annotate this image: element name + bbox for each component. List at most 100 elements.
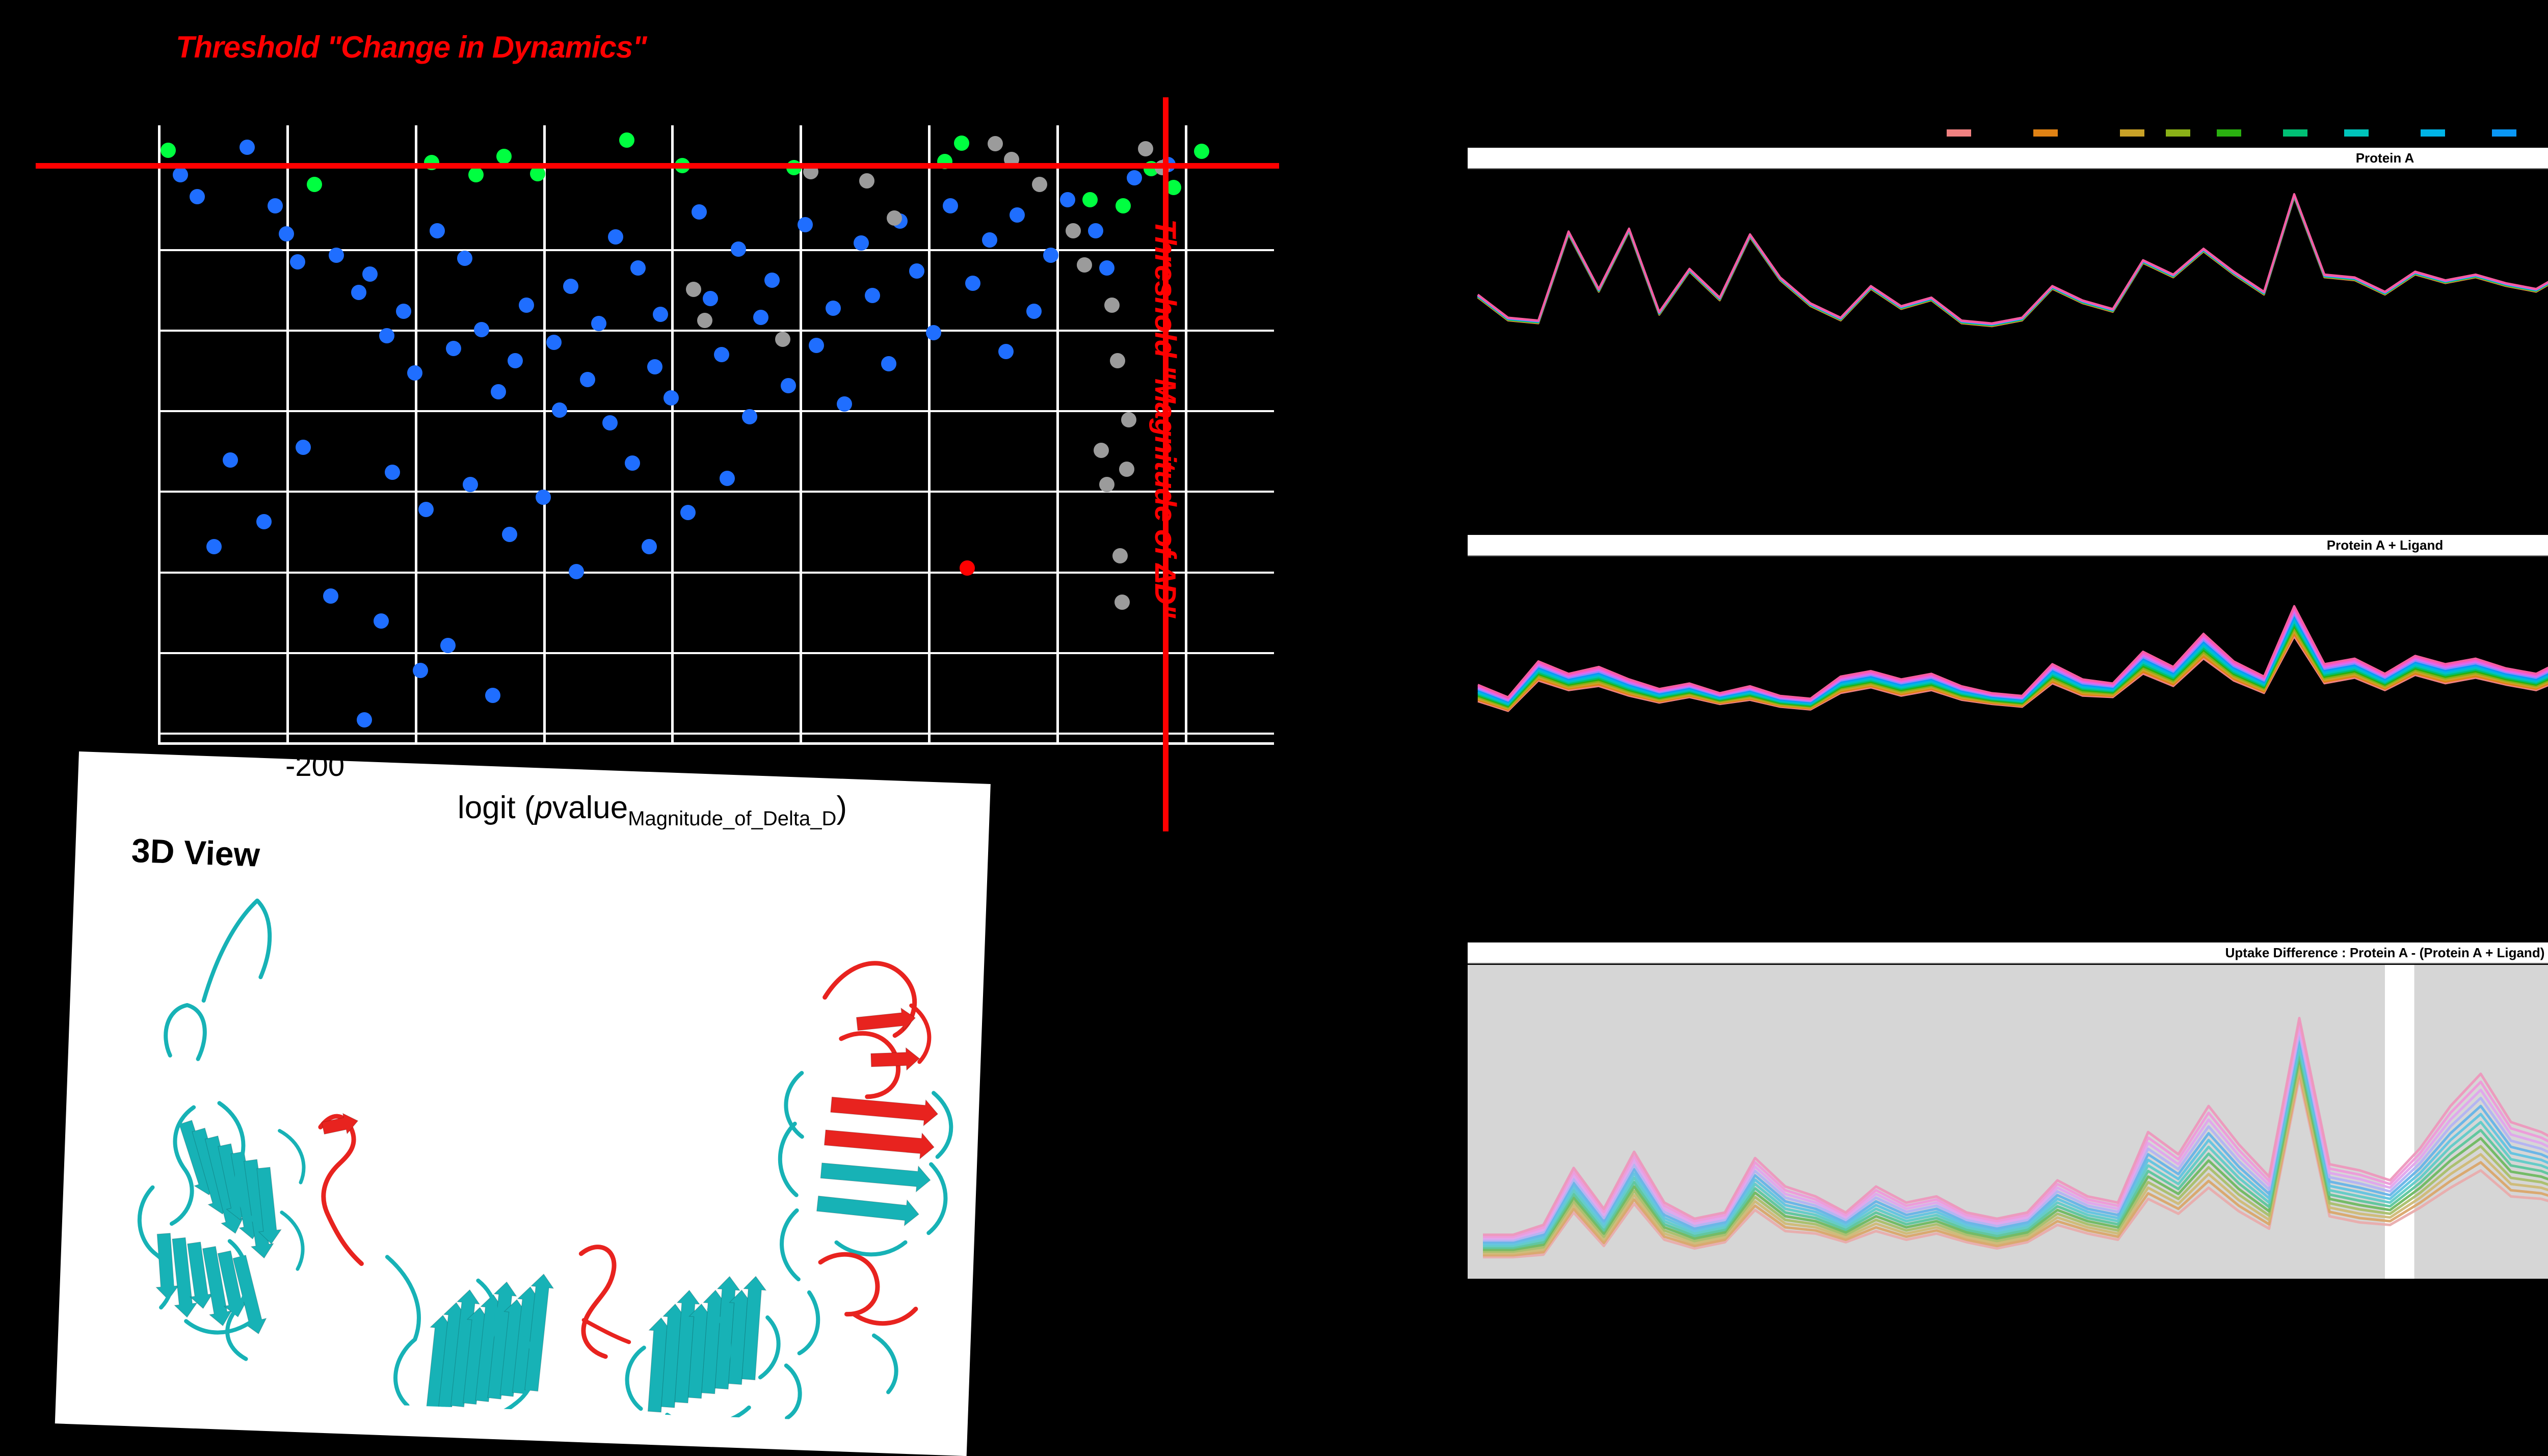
uptake-trace-2: [1477, 196, 2548, 327]
uptake-trace-12: [1483, 1021, 2548, 1238]
scatter-point-blue: [652, 306, 668, 322]
scatter-point-blue: [1026, 303, 1042, 319]
legend-swatch-1[interactable]: [1947, 129, 1971, 137]
scatter-point-blue: [463, 477, 479, 493]
gridline-vertical-5: [800, 125, 803, 745]
protein-ribbon-render[interactable]: [56, 879, 986, 1426]
legend-swatch-7[interactable]: [2344, 129, 2369, 137]
scatter-point-blue: [741, 409, 757, 424]
scatter-point-blue: [1087, 223, 1103, 238]
scatter-point-gray: [1114, 595, 1130, 610]
scatter-point-blue: [374, 613, 389, 629]
scatter-point-blue: [552, 402, 568, 418]
uptake-plot-difference[interactable]: Uptake Difference : Protein A - (Protein…: [1468, 942, 2548, 1279]
scatter-point-blue: [998, 343, 1014, 359]
uptake-trace-4: [1477, 195, 2548, 327]
scatter-point-blue: [864, 288, 880, 304]
scatter-point-blue: [256, 514, 272, 530]
gridline-horizontal-5: [158, 571, 1274, 574]
scatter-point-gray: [1093, 443, 1109, 459]
beta-strand: [321, 1113, 359, 1135]
scatter-point-gray: [775, 331, 791, 347]
uptake-trace-13: [1477, 193, 2548, 325]
x-axis-label-suffix: ): [836, 790, 847, 825]
volcano-scatter-canvas[interactable]: [36, 97, 1279, 831]
scatter-point-blue: [357, 712, 373, 728]
scatter-point-blue: [384, 464, 400, 480]
legend-swatch-3[interactable]: [2120, 129, 2144, 137]
scatter-point-blue: [457, 251, 473, 266]
scatter-point-blue: [289, 254, 305, 269]
three-d-view-title: 3D View: [130, 831, 261, 874]
uptake-trace-3: [1477, 195, 2548, 327]
uptake-trace-7: [1483, 1046, 2548, 1248]
coil-loop: [164, 1003, 207, 1061]
scatter-point-blue: [535, 489, 551, 505]
scatter-point-blue: [351, 285, 367, 301]
scatter-point-blue: [407, 365, 422, 381]
scatter-point-blue: [507, 353, 523, 369]
three-d-view-card[interactable]: 3D View: [55, 751, 991, 1456]
coil-loop: [932, 1091, 953, 1159]
coil-loop: [707, 1307, 731, 1378]
coil-loop: [201, 898, 272, 1003]
legend-swatch-2[interactable]: [2033, 129, 2058, 137]
scatter-point-blue: [713, 346, 729, 362]
uptake-plot-2-title: Protein A + Ligand: [2326, 537, 2444, 553]
x-axis-label-subscript: Magnitude_of_Delta_D: [628, 807, 837, 830]
scatter-point-gray: [1032, 176, 1048, 192]
scatter-point-green: [1116, 198, 1131, 214]
uptake-plot-protein-a-ligand[interactable]: Protein A + Ligand: [1468, 535, 2548, 739]
scatter-point-blue: [501, 526, 517, 542]
scatter-point-blue: [278, 226, 294, 241]
scatter-point-gray: [1076, 257, 1092, 273]
coil-loop: [784, 1071, 804, 1139]
legend-swatch-9[interactable]: [2492, 129, 2516, 137]
uptake-plot-2-title-bar: Protein A + Ligand: [1468, 535, 2548, 556]
coil-loop: [926, 1162, 948, 1235]
scatter-point-gray: [859, 173, 874, 189]
scatter-point-blue: [223, 452, 238, 468]
beta-strand: [830, 1096, 939, 1127]
uptake-trace-13: [1483, 1016, 2548, 1236]
scatter-point-blue: [295, 440, 311, 455]
gridline-vertical-8: [1184, 125, 1187, 745]
scatter-point-blue: [853, 235, 869, 251]
uptake-trace-13: [1477, 605, 2548, 700]
uptake-plot-3-title-bar: Uptake Difference : Protein A - (Protein…: [1468, 942, 2548, 964]
uptake-trace-1: [1477, 196, 2548, 328]
x-axis-tick-minus-200: -200: [285, 749, 345, 783]
scatter-point-blue: [267, 198, 283, 214]
gridline-vertical-2: [414, 125, 417, 745]
gridline-vertical-0: [158, 125, 161, 745]
uptake-trace-2: [1483, 1071, 2548, 1257]
scatter-point-green: [160, 142, 176, 158]
scatter-point-blue: [429, 223, 445, 238]
scatter-point-blue: [719, 471, 735, 487]
scatter-point-blue: [1127, 170, 1143, 186]
legend-swatch-8[interactable]: [2421, 129, 2445, 137]
x-axis-label-value: value: [552, 790, 628, 825]
scatter-point-blue: [418, 501, 434, 517]
legend-swatch-5[interactable]: [2217, 129, 2241, 137]
beta-strand: [232, 1255, 267, 1335]
scatter-point-blue: [518, 297, 534, 313]
beta-strand: [741, 1276, 767, 1381]
gridline-horizontal-2: [158, 330, 1274, 332]
scatter-point-blue: [764, 273, 780, 288]
coil-loop: [578, 1245, 617, 1359]
scatter-point-blue: [942, 198, 958, 214]
x-axis-label-prefix: logit (: [457, 790, 535, 825]
scatter-point-blue: [753, 309, 768, 325]
scatter-point-blue: [981, 232, 997, 248]
coil-loop: [784, 1363, 802, 1420]
legend-swatch-6[interactable]: [2283, 129, 2307, 137]
legend-swatch-4[interactable]: [2166, 129, 2190, 137]
scatter-point-blue: [362, 266, 378, 282]
gridline-horizontal-3: [158, 410, 1274, 413]
scatter-point-blue: [703, 291, 719, 307]
coil-loop: [137, 1185, 174, 1310]
scatter-point-blue: [781, 378, 797, 393]
uptake-plot-protein-a[interactable]: Protein A: [1468, 148, 2548, 352]
threshold-magnitude-of-delta-d-label: Threshold "Magnitude of ΔD": [1149, 219, 1182, 618]
